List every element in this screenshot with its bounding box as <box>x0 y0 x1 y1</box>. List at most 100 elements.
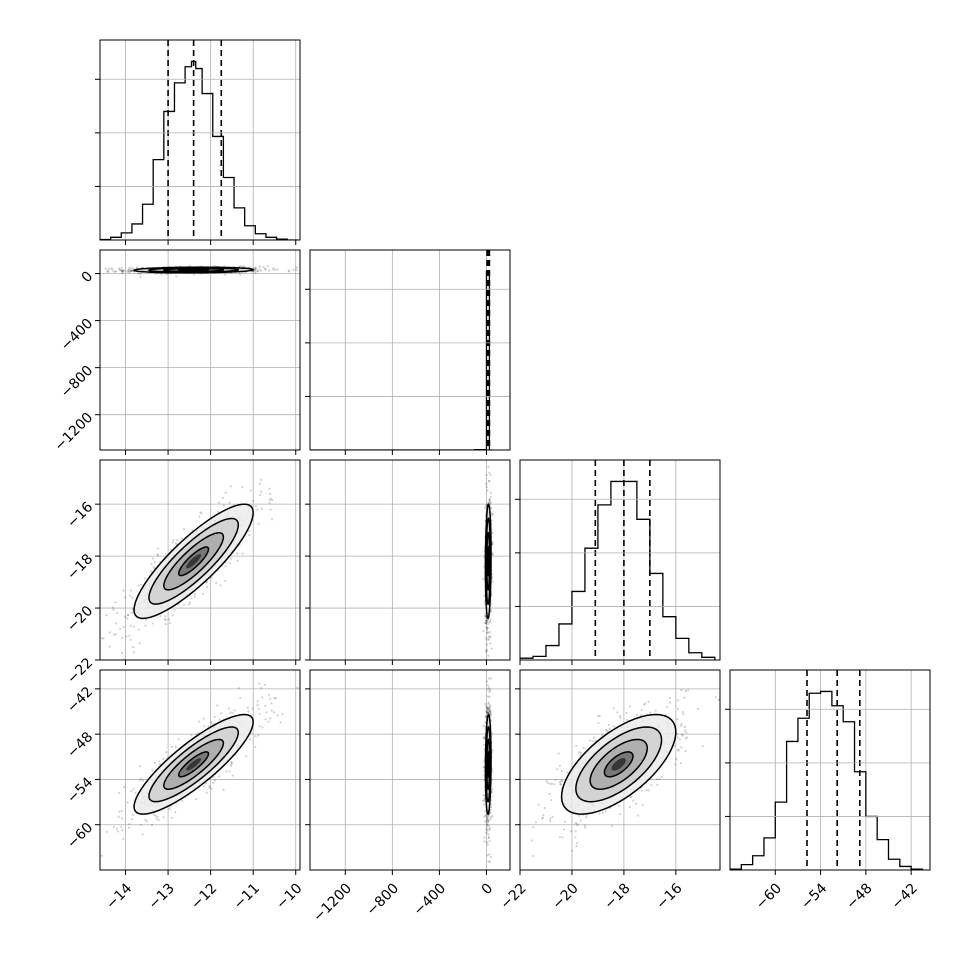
scatter-point <box>261 726 264 729</box>
scatter-point <box>681 734 684 737</box>
y-tick-label: −800 <box>58 363 97 402</box>
scatter-point <box>224 579 227 582</box>
scatter-point <box>677 749 680 752</box>
scatter-point <box>549 799 553 802</box>
scatter-point <box>247 710 250 713</box>
scatter-point <box>138 272 142 276</box>
scatter-point <box>129 589 133 592</box>
scatter-point <box>489 491 492 494</box>
scatter-point <box>231 761 234 765</box>
scatter-point <box>241 486 244 489</box>
scatter-point <box>168 618 171 621</box>
scatter-point <box>106 830 109 833</box>
scatter-point <box>487 707 490 710</box>
scatter-point <box>683 696 686 699</box>
scatter-point <box>490 506 493 510</box>
scatter-point <box>584 816 588 819</box>
scatter-point <box>541 816 544 819</box>
y-tick-label: −18 <box>64 551 96 583</box>
scatter-point <box>259 490 263 493</box>
scatter-point <box>589 739 592 742</box>
scatter-point <box>485 474 488 477</box>
panel-3-2: −22 −20 −18 −16 <box>498 669 721 913</box>
scatter-point <box>576 824 579 827</box>
scatter-point <box>489 712 492 716</box>
scatter-point <box>269 497 272 500</box>
x-tick-label: −54 <box>798 880 830 912</box>
scatter-point <box>236 559 239 562</box>
scatter-point <box>484 622 487 625</box>
panel-content <box>310 250 493 450</box>
scatter-point <box>254 266 257 269</box>
scatter-point <box>489 710 492 713</box>
scatter-point <box>625 718 629 721</box>
scatter-point <box>106 269 109 272</box>
scatter-point <box>487 833 490 836</box>
panel-content <box>482 465 495 657</box>
scatter-point <box>133 625 136 628</box>
scatter-point <box>488 706 491 709</box>
scatter-point <box>674 763 677 766</box>
scatter-point <box>486 711 489 714</box>
scatter-point <box>488 704 492 707</box>
scatter-point <box>130 818 133 821</box>
scatter-point <box>714 696 717 699</box>
scatter-point <box>127 614 130 617</box>
scatter-point <box>258 725 261 728</box>
contour-3 <box>560 713 677 815</box>
scatter-point <box>110 267 113 270</box>
scatter-point <box>127 269 130 272</box>
scatter-point <box>120 809 123 812</box>
density-fill <box>186 758 202 771</box>
scatter-point <box>271 498 274 502</box>
scatter-point <box>102 637 105 640</box>
scatter-point <box>175 275 178 278</box>
scatter-point <box>676 699 680 702</box>
scatter-point <box>486 818 489 821</box>
scatter-point <box>487 501 490 504</box>
scatter-point <box>264 267 267 270</box>
scatter-point <box>128 823 131 826</box>
scatter-point <box>162 757 165 761</box>
scatter-point <box>489 618 492 621</box>
scatter-point <box>264 718 267 721</box>
scatter-point <box>483 736 486 739</box>
scatter-point <box>579 753 582 756</box>
scatter-point <box>486 843 489 846</box>
scatter-point <box>556 768 559 771</box>
scatter-point <box>483 799 486 803</box>
scatter-point <box>268 697 272 700</box>
scatter-point <box>532 826 535 829</box>
scatter-point <box>487 677 490 680</box>
x-tick-label: −11 <box>231 880 263 912</box>
scatter-point <box>717 698 720 701</box>
contour-2 <box>148 726 240 803</box>
scatter-point <box>89 863 91 865</box>
contour-0 <box>177 546 210 577</box>
scatter-point <box>190 734 193 737</box>
scatter-point <box>270 702 273 705</box>
scatter-point <box>144 624 147 627</box>
scatter-point <box>254 268 257 271</box>
scatter-point <box>486 816 489 819</box>
scatter-point <box>157 547 160 550</box>
scatter-point <box>164 553 167 556</box>
scatter-point <box>666 705 669 709</box>
scatter-point <box>157 818 160 822</box>
scatter-point <box>218 775 221 778</box>
scatter-point <box>248 738 251 741</box>
scatter-point <box>673 745 676 748</box>
scatter-point <box>600 733 604 737</box>
scatter-point <box>257 522 260 525</box>
scatter-point <box>486 489 489 492</box>
scatter-point <box>287 269 290 272</box>
scatter-point <box>575 845 578 848</box>
scatter-point <box>560 780 563 783</box>
scatter-point <box>488 635 491 638</box>
scatter-point <box>658 777 661 781</box>
scatter-point <box>483 702 487 706</box>
scatter-point <box>687 689 690 692</box>
scatter-point <box>558 764 561 767</box>
scatter-point <box>684 689 687 693</box>
scatter-point <box>488 631 491 634</box>
